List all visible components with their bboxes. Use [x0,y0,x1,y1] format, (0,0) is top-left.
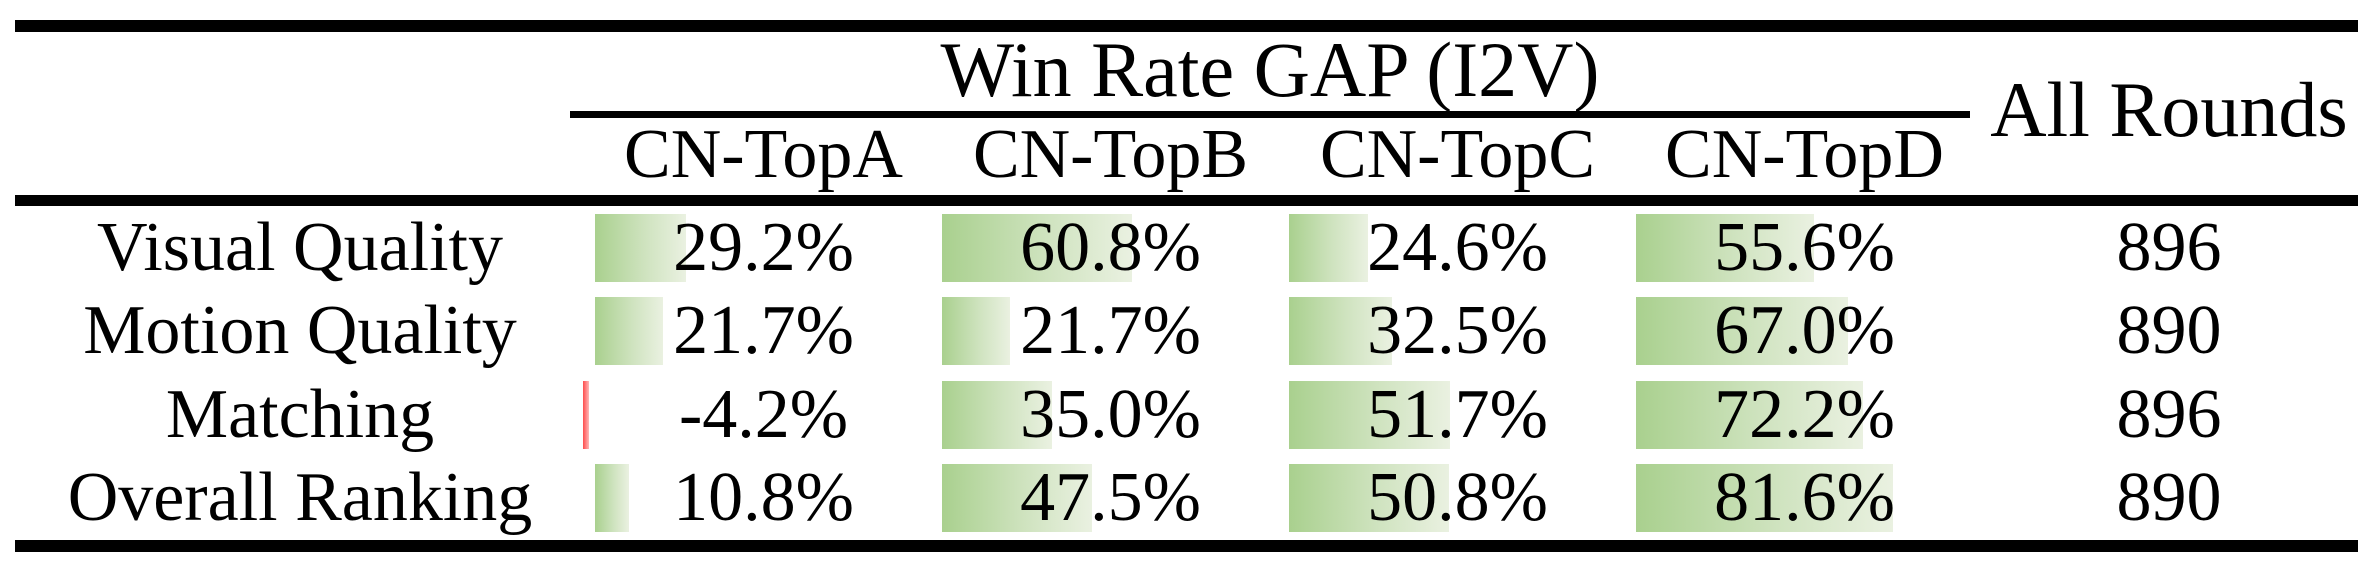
data-cell: -4.2% [583,373,937,457]
data-bar [942,214,1132,282]
header-rule [15,195,2358,206]
data-bar [595,464,629,532]
data-cell: 35.0% [937,373,1284,457]
data-bar [942,297,1010,365]
data-bar [1289,464,1449,532]
all-rounds-cell: 890 [2116,459,2222,536]
data-cell: 24.6% [1284,206,1631,290]
table-row: Motion Quality 21.7% 21.7% 32.5% 67.0% 8… [0,289,2374,373]
data-cell: 67.0% [1631,289,1978,373]
data-cell: 29.2% [590,206,937,290]
data-cell: 81.6% [1631,456,1978,540]
column-header-cn-topb: CN-TopB [972,116,1249,193]
data-bar [1289,297,1392,365]
data-bar [595,214,686,282]
data-cell: 21.7% [937,289,1284,373]
data-bar [1636,464,1893,532]
data-cell: 55.6% [1631,206,1978,290]
all-rounds-cell: 890 [2116,292,2222,369]
table-row: Overall Ranking 10.8% 47.5% 50.8% 81.6% … [0,456,2374,540]
data-cell: 72.2% [1631,373,1978,457]
data-bar [1289,381,1450,449]
row-label-overall-ranking: Overall Ranking [67,459,533,536]
data-bar [1636,297,1848,365]
data-bar [1289,214,1368,282]
data-cell: 47.5% [937,456,1284,540]
table-row: Matching -4.2% 35.0% 51.7% 72.2% 896 [0,373,2374,457]
all-rounds-cell: 896 [2116,209,2222,286]
data-bar [1636,381,1863,449]
column-header-cn-topc: CN-TopC [1319,116,1596,193]
row-label-motion-quality: Motion Quality [83,292,517,369]
row-label-matching: Matching [165,376,435,453]
all-rounds-cell: 896 [2116,376,2222,453]
table-row: Visual Quality 29.2% 60.8% 24.6% 55.6% 8… [0,206,2374,290]
bottom-rule [15,540,2358,552]
data-cell: 21.7% [590,289,937,373]
data-cell: 32.5% [1284,289,1631,373]
column-header-all-rounds: All Rounds [1990,66,2348,153]
data-cell: 50.8% [1284,456,1631,540]
top-rule [15,20,2358,32]
group-header-win-rate-gap: Win Rate GAP (I2V) [940,26,1600,113]
data-bar [942,464,1092,532]
data-cell: 10.8% [590,456,937,540]
column-header-cn-topa: CN-TopA [624,116,903,193]
column-header-cn-topd: CN-TopD [1665,116,1944,193]
group-header-underline [570,111,1970,118]
data-bar [595,297,663,365]
negative-data-bar [583,381,589,449]
data-cell: 60.8% [937,206,1284,290]
data-cell: 51.7% [1284,373,1631,457]
data-bar [942,381,1052,449]
row-label-visual-quality: Visual Quality [96,209,504,286]
data-bar [1636,214,1814,282]
